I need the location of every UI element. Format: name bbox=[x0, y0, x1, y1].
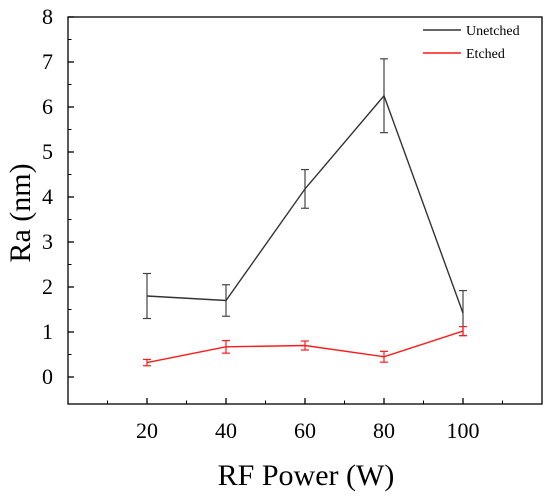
legend-item-etched: Etched bbox=[423, 47, 505, 62]
y-tick-label: 8 bbox=[42, 4, 53, 29]
x-axis: 20 40 60 80 100 bbox=[107, 398, 503, 443]
x-tick-label: 80 bbox=[373, 418, 395, 443]
y-tick-label: 1 bbox=[42, 319, 53, 344]
x-tick-label: 20 bbox=[136, 418, 158, 443]
x-tick-label: 60 bbox=[294, 418, 316, 443]
series-etched bbox=[143, 326, 467, 367]
series-line bbox=[146, 94, 464, 314]
y-tick-label: 2 bbox=[42, 274, 53, 299]
legend-label: Unetched bbox=[466, 24, 520, 39]
series-unetched bbox=[143, 58, 467, 337]
legend: Unetched Etched bbox=[423, 24, 520, 62]
y-axis-title: Ra (nm) bbox=[4, 163, 37, 262]
legend-label: Etched bbox=[466, 47, 505, 62]
legend-item-unetched: Unetched bbox=[423, 24, 520, 39]
y-tick-label: 4 bbox=[42, 184, 53, 209]
x-axis-title: RF Power (W) bbox=[218, 459, 395, 492]
x-tick-label: 100 bbox=[447, 418, 480, 443]
x-tick-label: 40 bbox=[215, 418, 237, 443]
y-tick-label: 7 bbox=[42, 49, 53, 74]
series-layer bbox=[143, 58, 467, 367]
y-axis: 0 1 2 3 4 5 6 7 8 bbox=[42, 4, 74, 389]
y-tick-label: 5 bbox=[42, 139, 53, 164]
y-tick-label: 3 bbox=[42, 229, 53, 254]
y-tick-label: 6 bbox=[42, 94, 53, 119]
y-tick-label: 0 bbox=[42, 364, 53, 389]
series-line bbox=[146, 330, 464, 364]
